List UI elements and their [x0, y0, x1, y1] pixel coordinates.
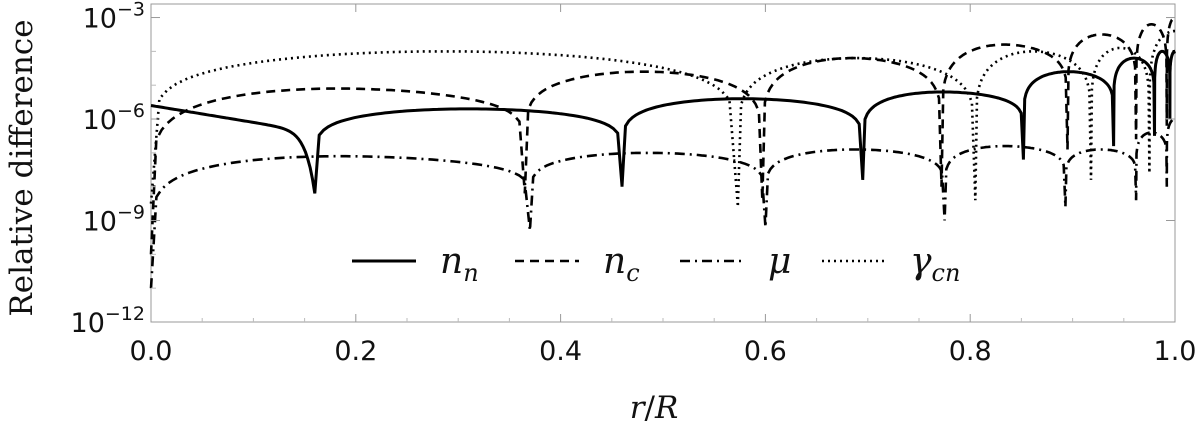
series-line-n-c — [149, 16, 1176, 255]
x-tick-label: 0.2 — [334, 336, 377, 367]
x-tick-label: 0.6 — [744, 336, 787, 367]
legend-label-mu: μ — [768, 241, 791, 282]
legend-label-gamma-cn: γcn — [910, 241, 960, 287]
x-tick-label: 0.4 — [539, 336, 582, 367]
y-tick-label: 10−9 — [83, 202, 145, 238]
series-layer — [149, 16, 1176, 289]
legend-label-n-n: nn — [440, 241, 479, 287]
y-tick-label: 10−6 — [83, 100, 145, 136]
x-tick-label: 1.0 — [1154, 336, 1197, 367]
legend: nn nc μ γcn — [352, 241, 960, 287]
plot-frame — [150, 3, 1176, 323]
y-tick-label: 10−12 — [71, 303, 145, 339]
y-axis-label: Relative difference — [4, 19, 40, 316]
x-tick-label: 0.8 — [949, 336, 992, 367]
series-line-gamma-cn — [149, 29, 1175, 208]
x-axis-label: r/R — [630, 390, 679, 426]
y-tick-label: 10−3 — [83, 0, 145, 35]
plot-border — [150, 3, 1176, 323]
x-tick-label: 0.0 — [130, 336, 173, 367]
series-line-n-n — [150, 49, 1176, 194]
legend-label-n-c: nc — [603, 241, 640, 287]
series-line-mu — [149, 117, 1176, 289]
axis-ticks: 0.0 0.2 0.4 0.6 0.8 1.0 10−3 10−6 10−9 10−12 — [71, 0, 1197, 367]
